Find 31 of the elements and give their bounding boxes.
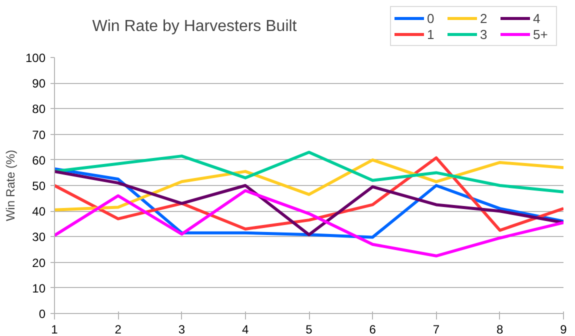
x-tick-label: 1 [51,322,58,336]
y-tick-label: 90 [32,76,46,91]
y-tick-label: 80 [32,102,46,116]
legend-label: 4 [533,10,542,26]
y-tick-label: 60 [32,153,46,168]
legend-label: 0 [427,10,436,26]
line-series [54,189,564,258]
x-tick-label: 4 [242,322,250,336]
line-series [54,158,564,212]
y-tick-label: 10 [32,281,46,296]
x-tick-label: 8 [496,322,504,336]
y-axis-title: Win Rate (%) [3,150,18,222]
legend-label: 1 [427,26,436,42]
chart-title: Win Rate by Harvesters Built [92,18,298,35]
x-tick-label: 9 [560,322,568,336]
y-tick-label: 50 [32,179,46,193]
legend-label: 5+ [533,26,549,42]
x-tick-label: 5 [306,322,313,336]
x-tick-label: 3 [178,322,186,336]
x-tick-label: 7 [432,322,440,336]
line-series [54,150,564,194]
y-tick-label: 70 [32,128,46,142]
y-tick-label: 100 [25,51,46,65]
legend-label: 3 [480,26,488,42]
legend-label: 2 [480,10,488,26]
y-tick-label: 40 [32,204,46,219]
x-tick-label: 2 [114,322,122,336]
y-tick-label: 30 [32,230,46,244]
y-tick-label: 0 [38,307,46,321]
x-tick-label: 6 [369,322,376,336]
y-tick-label: 20 [32,256,46,270]
